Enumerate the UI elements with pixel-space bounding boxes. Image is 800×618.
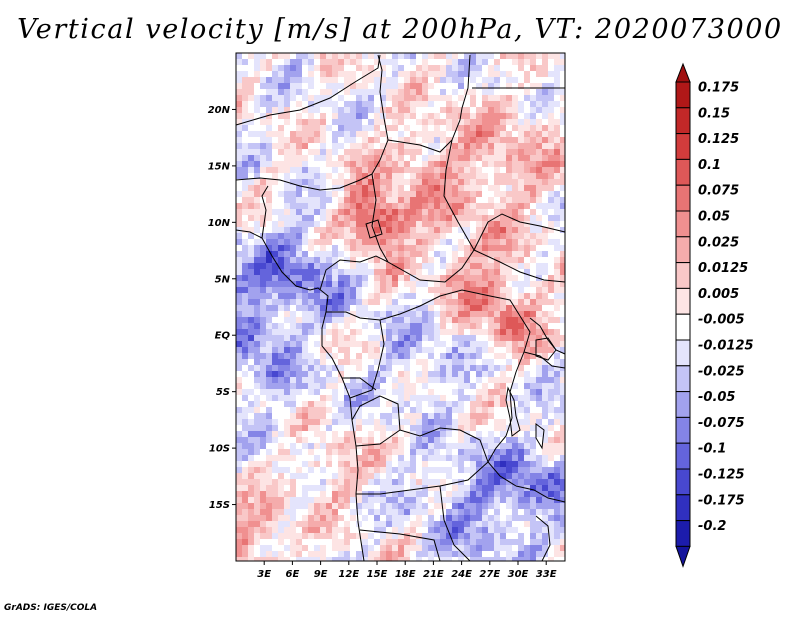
colorbar-bin	[675, 520, 691, 547]
colorbar-label: 0.1	[698, 158, 721, 173]
colorbar-bin	[675, 210, 691, 238]
colorbar-label: 0.175	[698, 81, 739, 96]
map-title: Vertical velocity [m/s] at 200hPa, VT: 2…	[17, 14, 783, 45]
colorbar-bin	[675, 442, 691, 470]
country-borders	[235, 54, 566, 562]
lat-tick-label: EQ	[215, 331, 231, 342]
lat-tick-label: 5N	[215, 274, 231, 285]
lon-tick-label: 15E	[367, 569, 388, 580]
colorbar-bottom-arrow	[675, 545, 691, 568]
lat-tick-label: 15N	[208, 161, 231, 172]
lon-tick-label: 27E	[479, 569, 500, 580]
lat-tick-label: 5S	[216, 387, 230, 398]
colorbar-bin	[675, 468, 691, 496]
colorbar-bin	[675, 107, 691, 135]
lat-tick-label: 10S	[209, 444, 230, 455]
colorbar-label: 0.05	[698, 210, 730, 225]
colorbar-bin	[675, 391, 691, 418]
lon-tick-label: 12E	[338, 569, 359, 580]
velocity-field	[236, 53, 565, 561]
colorbar-label: 0.005	[698, 287, 739, 302]
colorbar-label: -0.175	[698, 493, 745, 508]
colorbar-bin	[675, 158, 691, 186]
colorbar-label: -0.125	[698, 468, 745, 483]
grads-credit: GrADS: IGES/COLA	[4, 603, 98, 613]
lon-tick-label: 6E	[286, 569, 300, 580]
colorbar-bin	[675, 236, 691, 264]
lon-tick-label: 30E	[508, 569, 529, 580]
lon-tick-label: 24E	[451, 569, 472, 580]
colorbar-label: 0.025	[698, 235, 739, 250]
lat-tick-label: 10N	[208, 218, 231, 229]
lat-tick-label: 15S	[209, 500, 230, 511]
lon-tick-label: 18E	[395, 569, 416, 580]
lon-tick-label: 9E	[314, 569, 328, 580]
colorbar-label: 0.125	[698, 132, 739, 147]
map-frame	[235, 52, 566, 562]
colorbar-bin	[675, 313, 691, 341]
colorbar-label: -0.025	[698, 364, 745, 379]
colorbar-label: 0.075	[698, 184, 739, 199]
colorbar-bin	[675, 184, 691, 212]
lat-tick-label: 20N	[208, 105, 231, 116]
axis-ticks: 20N 15N 10N 5N EQ 5S 10S 15S 3E 6E 9E 12E 15E 18E 21E 2…	[208, 105, 557, 580]
colorbar-bin	[675, 287, 691, 315]
colorbar-label: -0.2	[698, 519, 726, 534]
lon-tick-label: 33E	[536, 569, 557, 580]
colorbar-label: -0.1	[698, 442, 726, 457]
colorbar-label: -0.05	[698, 390, 735, 405]
colorbar-label: -0.005	[698, 313, 745, 328]
colorbar-label: 0.0125	[698, 261, 748, 276]
colorbar-bin	[675, 133, 691, 160]
colorbar: 0.175 0.15 0.125 0.1 0.075 0.05 0.025 0.0125 0.0…	[675, 62, 754, 568]
colorbar-bin	[675, 416, 691, 444]
colorbar-bin	[675, 262, 691, 289]
lon-tick-label: 21E	[423, 569, 444, 580]
colorbar-label: -0.075	[698, 416, 745, 431]
colorbar-top-arrow	[675, 62, 691, 83]
colorbar-bin	[675, 81, 691, 109]
colorbar-label: 0.15	[698, 106, 730, 121]
colorbar-bin	[675, 365, 691, 393]
colorbar-bin	[675, 339, 691, 367]
colorbar-label: -0.0125	[698, 339, 754, 354]
lon-tick-label: 3E	[257, 569, 271, 580]
colorbar-bin	[675, 494, 691, 522]
